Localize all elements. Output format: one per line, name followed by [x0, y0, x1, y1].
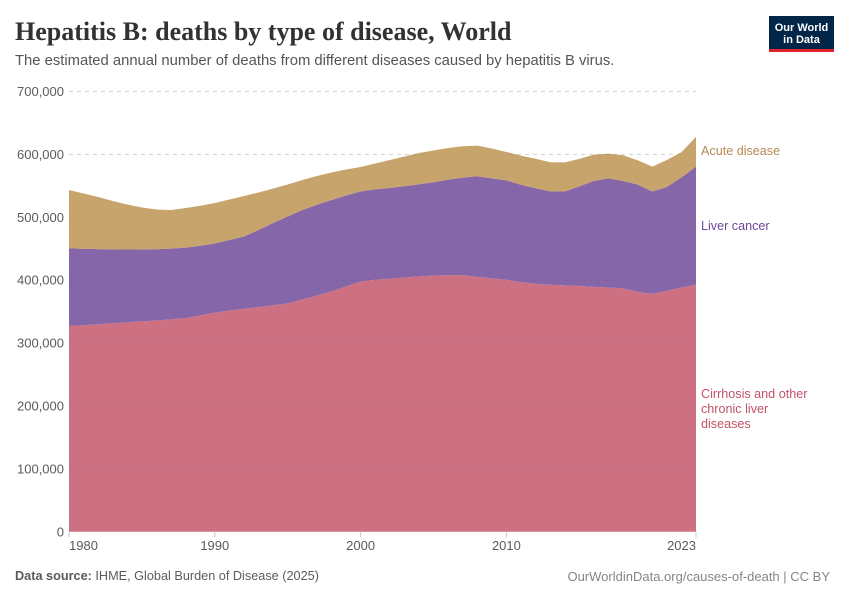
- svg-text:700,000: 700,000: [17, 84, 64, 99]
- svg-text:2023: 2023: [667, 538, 696, 553]
- svg-text:300,000: 300,000: [17, 336, 64, 351]
- svg-text:100,000: 100,000: [17, 461, 64, 476]
- svg-text:400,000: 400,000: [17, 273, 64, 288]
- svg-text:200,000: 200,000: [17, 399, 64, 414]
- svg-text:600,000: 600,000: [17, 147, 64, 162]
- svg-text:1980: 1980: [69, 538, 98, 553]
- svg-text:1990: 1990: [200, 538, 229, 553]
- svg-text:2010: 2010: [492, 538, 521, 553]
- svg-text:500,000: 500,000: [17, 210, 64, 225]
- svg-text:0: 0: [57, 524, 64, 539]
- svg-text:2000: 2000: [346, 538, 375, 553]
